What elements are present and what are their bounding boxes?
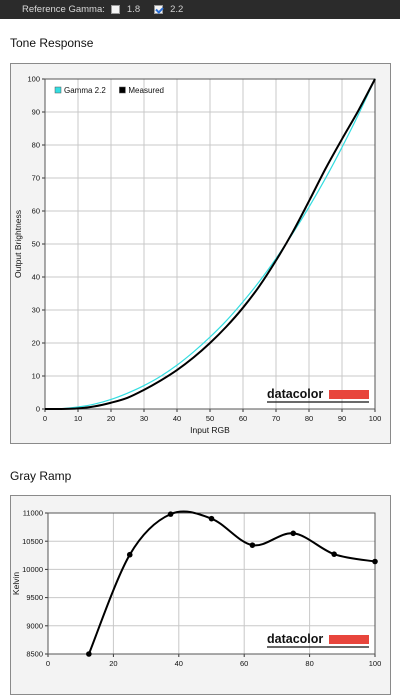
gray-tick-label-x: 60 — [240, 659, 248, 668]
tone-tick-label-x: 70 — [272, 414, 280, 423]
tone-tick-label-y: 70 — [32, 174, 40, 183]
gray-ramp-title: Gray Ramp — [10, 469, 72, 483]
gray-ramp-chart: 0 20 40 60 80 100 8500 9000 9500 10000 10500 11000 K… — [11, 509, 382, 668]
gray-data-point — [290, 530, 297, 537]
tone-y-axis-label: Output Brightness — [13, 210, 23, 278]
gamma-1-8-label: 1.8 — [126, 4, 141, 15]
tone-series-line-measured — [44, 78, 376, 411]
gray-tick-label-y: 10000 — [22, 565, 43, 574]
reference-gamma-label: Reference Gamma: — [22, 4, 105, 15]
tone-response-chart: 0 10 20 30 40 50 60 70 80 90 100 0 10 20 30 40 50 60 70 80 9… — [13, 75, 382, 435]
reference-gamma-bar: Reference Gamma: 1.8 2.2 — [0, 0, 400, 19]
gray-data-point — [249, 542, 256, 548]
tone-plot-border — [44, 78, 376, 410]
gray-data-point — [86, 651, 92, 657]
gray-logo-bar — [329, 635, 369, 644]
gamma-1-8-checkbox[interactable] — [110, 5, 120, 14]
tone-tick-label-x: 50 — [206, 414, 214, 423]
tone-x-axis-label: Input RGB — [190, 425, 230, 435]
tone-logo-bar — [329, 390, 369, 399]
tone-tick-label-y: 0 — [36, 405, 40, 414]
tone-tick-label-x: 10 — [74, 414, 82, 423]
gray-tick-label-x: 40 — [175, 659, 183, 668]
tone-legend-swatch — [119, 86, 126, 94]
tone-tick-label-y: 80 — [32, 141, 40, 150]
tone-tick-label-x: 0 — [43, 414, 47, 423]
tone-tick-label-y: 20 — [32, 339, 40, 348]
gray-tick-label-x: 80 — [305, 659, 313, 668]
gamma-2-2-label: 2.2 — [170, 4, 184, 15]
tone-tick-label-x: 90 — [338, 414, 346, 423]
gray-data-point — [167, 511, 174, 517]
tone-tick-label-x: 40 — [173, 414, 181, 423]
gray-tick-label-y: 9500 — [26, 593, 43, 602]
tone-legend-label: Gamma 2.2 — [64, 86, 106, 95]
tone-response-title: Tone Response — [10, 36, 94, 50]
tone-tick-label-y: 90 — [32, 108, 40, 117]
tone-logo-text: datacolor — [267, 387, 323, 401]
gray-y-axis-label: Kelvin — [11, 572, 21, 595]
gray-tick-label-y: 9000 — [26, 621, 43, 630]
gray-tick-label-x: 100 — [369, 659, 382, 668]
tone-tick-label-x: 20 — [107, 414, 115, 423]
tone-series-line-gamma-2-2 — [44, 78, 376, 410]
tone-tick-label-y: 50 — [32, 240, 40, 249]
tone-tick-label-y: 30 — [32, 306, 40, 315]
tone-tick-label-y: 40 — [32, 273, 40, 282]
gray-ramp-chart-frame: 0 20 40 60 80 100 8500 9000 9500 10000 10500 11000 K… — [10, 495, 391, 695]
gray-data-point — [126, 551, 133, 558]
tone-tick-label-x: 60 — [239, 414, 247, 423]
gamma-2-2-checkbox[interactable] — [154, 5, 164, 14]
gray-tick-label-y: 8500 — [26, 650, 43, 659]
gray-plot-border — [47, 512, 376, 655]
tone-tick-label-y: 100 — [27, 75, 40, 84]
gray-tick-label-y: 10500 — [22, 537, 43, 546]
gray-data-point — [372, 558, 378, 565]
tone-response-chart-frame: 0 10 20 30 40 50 60 70 80 90 100 0 10 20 30 40 50 60 70 80 9… — [10, 63, 391, 444]
tone-legend-swatch — [54, 86, 62, 94]
gray-tick-label-x: 20 — [109, 659, 117, 668]
tone-tick-label-x: 80 — [305, 414, 313, 423]
gray-logo-text: datacolor — [267, 632, 323, 646]
gray-data-point — [331, 551, 337, 557]
tone-tick-label-x: 100 — [369, 414, 382, 423]
gray-plot-area — [48, 513, 375, 654]
gray-tick-label-x: 0 — [46, 659, 50, 668]
tone-tick-label-y: 10 — [32, 372, 40, 381]
gray-data-point — [208, 515, 215, 522]
tone-tick-label-y: 60 — [32, 207, 40, 216]
tone-tick-label-x: 30 — [140, 414, 148, 423]
gray-tick-label-y: 11000 — [23, 509, 43, 518]
tone-legend-label: Measured — [128, 86, 164, 95]
